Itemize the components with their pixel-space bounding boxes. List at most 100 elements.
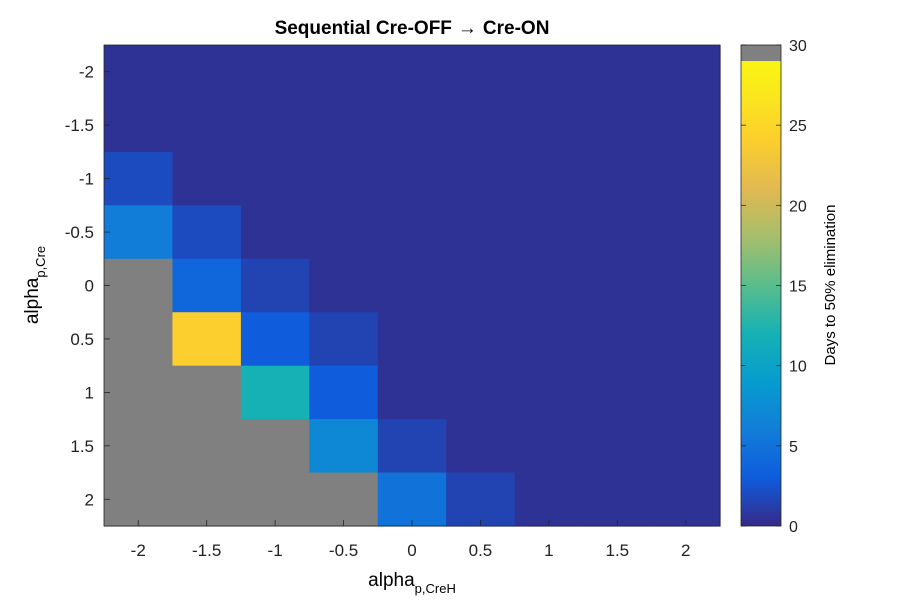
heatmap-cell-r8-c7 xyxy=(583,472,653,527)
heatmap-cell-r8-c6 xyxy=(514,472,584,527)
heatmap-cell-r1-c8 xyxy=(651,98,721,153)
x-tick-label: 0.5 xyxy=(469,541,493,560)
heatmap-cell-r2-c8 xyxy=(651,151,721,206)
heatmap-cell-r8-c8 xyxy=(651,472,721,527)
heatmap-cell-r7-c4 xyxy=(377,419,447,474)
heatmap-cell-r2-c3 xyxy=(309,151,379,206)
heatmap-cell-r7-c5 xyxy=(446,419,516,474)
heatmap-cell-r1-c7 xyxy=(583,98,653,153)
y-tick-label: 0 xyxy=(85,277,94,296)
heatmap-cell-r8-c3 xyxy=(309,472,379,527)
y-tick-label: 1.5 xyxy=(70,437,94,456)
heatmap-cell-r1-c1 xyxy=(172,98,242,153)
x-tick-label: 1.5 xyxy=(606,541,630,560)
heatmap-cell-r7-c2 xyxy=(240,419,310,474)
heatmap-cell-r5-c7 xyxy=(583,312,653,367)
heatmap-cell-r7-c0 xyxy=(104,419,174,474)
heatmap-cells xyxy=(104,45,721,527)
x-axis-label-subscript: p,CreH xyxy=(415,581,456,596)
x-tick-label: -1.5 xyxy=(192,541,221,560)
heatmap-cell-r4-c3 xyxy=(309,258,379,313)
heatmap-cell-r1-c2 xyxy=(240,98,310,153)
heatmap-cell-r7-c8 xyxy=(651,419,721,474)
heatmap-cell-r1-c6 xyxy=(514,98,584,153)
colorbar-ticks: 0 5 10 15 20 25 30 xyxy=(741,38,807,536)
heatmap-cell-r7-c6 xyxy=(514,419,584,474)
y-tick-label: 1 xyxy=(85,383,94,402)
heatmap-cell-r1-c0 xyxy=(104,98,174,153)
heatmap-cell-r2-c7 xyxy=(583,151,653,206)
heatmap-cell-r6-c5 xyxy=(446,365,516,420)
heatmap-cell-r6-c8 xyxy=(651,365,721,420)
heatmap-cell-r4-c7 xyxy=(583,258,653,313)
heatmap-cell-r7-c7 xyxy=(583,419,653,474)
heatmap-cell-r5-c2 xyxy=(240,312,310,367)
heatmap-cell-r8-c2 xyxy=(240,472,310,527)
heatmap-cell-r0-c6 xyxy=(514,45,584,100)
heatmap-cell-r7-c1 xyxy=(172,419,242,474)
heatmap-cell-r2-c2 xyxy=(240,151,310,206)
colorbar-label: Days to 50% elimination xyxy=(822,205,839,366)
heatmap-cell-r1-c4 xyxy=(377,98,447,153)
x-tick-label: 2 xyxy=(681,541,690,560)
heatmap-cell-r0-c0 xyxy=(104,45,174,100)
heatmap-cell-r2-c5 xyxy=(446,151,516,206)
x-tick-label: 1 xyxy=(544,541,553,560)
chart-title-prefix: Sequential Cre-OFF xyxy=(275,18,452,39)
heatmap-cell-r8-c0 xyxy=(104,472,174,527)
heatmap-cell-r0-c4 xyxy=(377,45,447,100)
x-axis-label: alphap,CreH xyxy=(368,570,456,596)
chart-title-arrow: → xyxy=(458,18,477,39)
colorbar: 0 5 10 15 20 25 30 Days to 50% elimination xyxy=(740,38,839,536)
heatmap-cell-r3-c7 xyxy=(583,205,653,260)
heatmap-cell-r3-c5 xyxy=(446,205,516,260)
x-tick-label: -1 xyxy=(268,541,283,560)
y-axis-label: alphap,Cre xyxy=(22,246,48,324)
y-tick-label: -0.5 xyxy=(65,223,94,242)
y-tick-label: 2 xyxy=(85,490,94,509)
x-axis-ticks: -2 -1.5 -1 -0.5 0 0.5 1 1.5 2 xyxy=(131,520,691,560)
heatmap-cell-r4-c0 xyxy=(104,258,174,313)
y-axis-label-subscript: p,Cre xyxy=(33,246,48,278)
colorbar-tick-label: 20 xyxy=(789,198,807,215)
heatmap-cell-r3-c0 xyxy=(104,205,174,260)
heatmap-cell-r5-c6 xyxy=(514,312,584,367)
colorbar-tick-label: 0 xyxy=(789,519,798,536)
x-tick-label: -2 xyxy=(131,541,146,560)
y-tick-label: -2 xyxy=(79,63,94,82)
heatmap-cell-r2-c0 xyxy=(104,151,174,206)
heatmap-cell-r1-c5 xyxy=(446,98,516,153)
heatmap-cell-r2-c1 xyxy=(172,151,242,206)
colorbar-tick-label: 5 xyxy=(789,439,798,456)
heatmap-cell-r0-c7 xyxy=(583,45,653,100)
heatmap-cell-r3-c1 xyxy=(172,205,242,260)
heatmap-cell-r5-c4 xyxy=(377,312,447,367)
heatmap-cell-r2-c4 xyxy=(377,151,447,206)
colorbar-tick-label: 10 xyxy=(789,359,807,376)
chart-title-suffix: Cre-ON xyxy=(483,18,550,39)
heatmap-cell-r3-c8 xyxy=(651,205,721,260)
heatmap-cell-r1-c3 xyxy=(309,98,379,153)
heatmap-cell-r6-c1 xyxy=(172,365,242,420)
x-tick-label: 0 xyxy=(407,541,416,560)
heatmap-cell-r8-c4 xyxy=(377,472,447,527)
heatmap-cell-r3-c4 xyxy=(377,205,447,260)
heatmap-cell-r3-c2 xyxy=(240,205,310,260)
heatmap-cell-r4-c8 xyxy=(651,258,721,313)
heatmap-cell-r5-c5 xyxy=(446,312,516,367)
heatmap-cell-r2-c6 xyxy=(514,151,584,206)
heatmap-cell-r4-c6 xyxy=(514,258,584,313)
heatmap-cell-r6-c6 xyxy=(514,365,584,420)
heatmap-cell-r3-c6 xyxy=(514,205,584,260)
heatmap-cell-r5-c8 xyxy=(651,312,721,367)
heatmap-cell-r6-c0 xyxy=(104,365,174,420)
heatmap-cell-r8-c1 xyxy=(172,472,242,527)
heatmap-cell-r4-c2 xyxy=(240,258,310,313)
heatmap-cell-r0-c2 xyxy=(240,45,310,100)
colorbar-tick-label: 15 xyxy=(789,279,807,296)
heatmap-cell-r0-c1 xyxy=(172,45,242,100)
heatmap-cell-r5-c3 xyxy=(309,312,379,367)
x-axis-label-main: alpha xyxy=(368,570,415,591)
heatmap-cell-r7-c3 xyxy=(309,419,379,474)
